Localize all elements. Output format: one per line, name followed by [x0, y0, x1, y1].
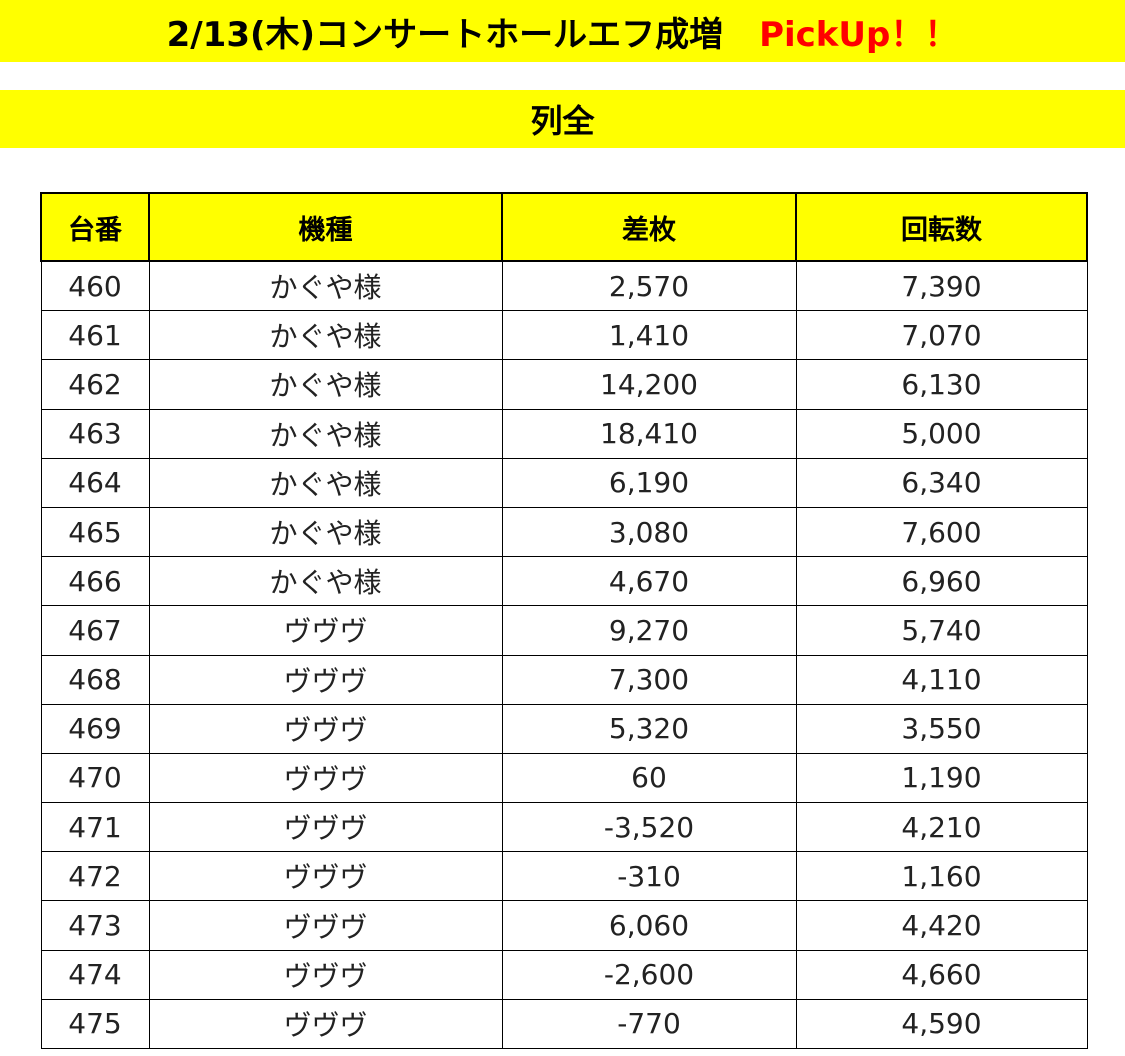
cell-model: ヴヴヴ: [148, 703, 503, 754]
cell-difference: 6,060: [501, 900, 797, 951]
cell-machine-number: 465: [40, 506, 150, 558]
cell-machine-number: 475: [40, 998, 150, 1050]
cell-difference: 7,300: [501, 654, 797, 705]
title-banner: 2/13(木)コンサートホールエフ成増 PickUp！！: [0, 0, 1125, 62]
cell-model: ヴヴヴ: [148, 605, 503, 656]
table-row: 463 かぐや様 18,410 5,000: [40, 408, 1088, 459]
cell-difference: 5,320: [501, 703, 797, 754]
cell-model: かぐや様: [148, 359, 503, 410]
pickup-label: PickUp！！: [759, 14, 959, 55]
table-body: 460 かぐや様 2,570 7,390 461 かぐや様 1,410 7,070 462 かぐや…: [40, 260, 1088, 1050]
cell-spins: 1,160: [795, 851, 1088, 902]
cell-machine-number: 471: [40, 802, 150, 853]
table-row: 461 かぐや様 1,410 7,070: [40, 310, 1088, 361]
cell-model: ヴヴヴ: [148, 752, 503, 804]
cell-spins: 1,190: [795, 752, 1088, 804]
cell-model: かぐや様: [148, 310, 503, 361]
cell-machine-number: 474: [40, 949, 150, 1000]
table-row: 470 ヴヴヴ 60 1,190: [40, 752, 1088, 804]
cell-machine-number: 466: [40, 556, 150, 607]
table-row: 462 かぐや様 14,200 6,130: [40, 359, 1088, 410]
cell-spins: 5,000: [795, 408, 1088, 459]
table-row: 474 ヴヴヴ -2,600 4,660: [40, 949, 1088, 1000]
subtitle-banner: 列全: [0, 90, 1125, 148]
cell-difference: 18,410: [501, 408, 797, 459]
cell-machine-number: 468: [40, 654, 150, 705]
cell-difference: -3,520: [501, 802, 797, 853]
table-row: 466 かぐや様 4,670 6,960: [40, 556, 1088, 607]
cell-difference: 1,410: [501, 310, 797, 361]
cell-spins: 6,130: [795, 359, 1088, 410]
cell-model: かぐや様: [148, 506, 503, 558]
cell-machine-number: 463: [40, 408, 150, 459]
table-row: 460 かぐや様 2,570 7,390: [40, 260, 1088, 312]
cell-model: かぐや様: [148, 408, 503, 459]
cell-difference: 4,670: [501, 556, 797, 607]
cell-model: かぐや様: [148, 260, 503, 312]
table-row: 473 ヴヴヴ 6,060 4,420: [40, 900, 1088, 951]
cell-machine-number: 461: [40, 310, 150, 361]
cell-spins: 6,960: [795, 556, 1088, 607]
cell-model: ヴヴヴ: [148, 949, 503, 1000]
cell-spins: 4,210: [795, 802, 1088, 853]
results-table: 台番 機種 差枚 回転数 460 かぐや様 2,570 7,390 461 かぐや様 1,4…: [40, 192, 1088, 1050]
cell-model: ヴヴヴ: [148, 851, 503, 902]
cell-model: かぐや様: [148, 457, 503, 508]
cell-model: ヴヴヴ: [148, 802, 503, 853]
cell-difference: 60: [501, 752, 797, 804]
cell-spins: 4,660: [795, 949, 1088, 1000]
cell-spins: 5,740: [795, 605, 1088, 656]
table-row: 465 かぐや様 3,080 7,600: [40, 506, 1088, 558]
cell-machine-number: 460: [40, 260, 150, 312]
cell-machine-number: 469: [40, 703, 150, 754]
cell-difference: 6,190: [501, 457, 797, 508]
cell-spins: 4,110: [795, 654, 1088, 705]
cell-difference: -310: [501, 851, 797, 902]
table-row: 472 ヴヴヴ -310 1,160: [40, 851, 1088, 902]
cell-model: ヴヴヴ: [148, 654, 503, 705]
cell-difference: 9,270: [501, 605, 797, 656]
table-row: 471 ヴヴヴ -3,520 4,210: [40, 802, 1088, 853]
page-subtitle: 列全: [530, 102, 595, 140]
cell-spins: 7,070: [795, 310, 1088, 361]
cell-machine-number: 467: [40, 605, 150, 656]
page-title: 2/13(木)コンサートホールエフ成増: [166, 14, 724, 55]
cell-spins: 6,340: [795, 457, 1088, 508]
table-row: 469 ヴヴヴ 5,320 3,550: [40, 703, 1088, 754]
cell-machine-number: 470: [40, 752, 150, 804]
column-header-spins: 回転数: [795, 192, 1088, 262]
cell-difference: 2,570: [501, 260, 797, 312]
cell-spins: 4,590: [795, 998, 1088, 1050]
cell-difference: -770: [501, 998, 797, 1050]
cell-machine-number: 464: [40, 457, 150, 508]
cell-difference: -2,600: [501, 949, 797, 1000]
cell-machine-number: 472: [40, 851, 150, 902]
column-header-difference: 差枚: [501, 192, 797, 262]
column-header-model: 機種: [148, 192, 503, 262]
cell-spins: 3,550: [795, 703, 1088, 754]
cell-model: ヴヴヴ: [148, 900, 503, 951]
cell-difference: 14,200: [501, 359, 797, 410]
results-table-container: 台番 機種 差枚 回転数 460 かぐや様 2,570 7,390 461 かぐや様 1,4…: [40, 192, 1088, 1050]
table-row: 468 ヴヴヴ 7,300 4,110: [40, 654, 1088, 705]
table-row: 464 かぐや様 6,190 6,340: [40, 457, 1088, 508]
cell-difference: 3,080: [501, 506, 797, 558]
cell-spins: 7,600: [795, 506, 1088, 558]
cell-model: ヴヴヴ: [148, 998, 503, 1050]
cell-spins: 7,390: [795, 260, 1088, 312]
table-row: 467 ヴヴヴ 9,270 5,740: [40, 605, 1088, 656]
cell-spins: 4,420: [795, 900, 1088, 951]
cell-machine-number: 462: [40, 359, 150, 410]
cell-machine-number: 473: [40, 900, 150, 951]
column-header-machine-number: 台番: [40, 192, 150, 262]
cell-model: かぐや様: [148, 556, 503, 607]
table-header-row: 台番 機種 差枚 回転数: [40, 192, 1088, 262]
table-row: 475 ヴヴヴ -770 4,590: [40, 998, 1088, 1050]
